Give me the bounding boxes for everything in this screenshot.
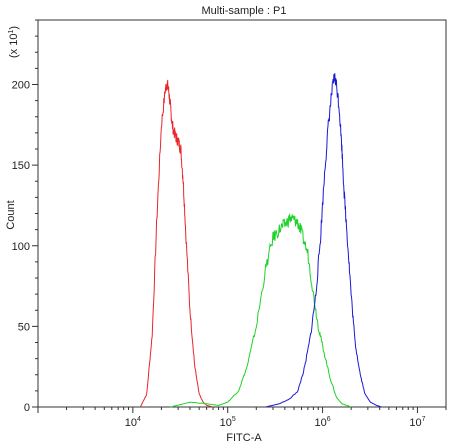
x-tick-label: 104 bbox=[125, 416, 141, 429]
x-tick-label: 106 bbox=[315, 416, 331, 429]
chart-title: Multi-sample : P1 bbox=[202, 5, 287, 17]
series-line-2 bbox=[170, 213, 352, 408]
y-multiplier-text: (x 10 bbox=[8, 34, 20, 58]
series-line-3 bbox=[265, 73, 382, 408]
x-tick-exponent: 5 bbox=[232, 416, 236, 423]
series-layer bbox=[139, 73, 382, 408]
y-multiplier-exponent: 1 bbox=[8, 30, 15, 34]
y-tick-label: 50 bbox=[18, 321, 30, 333]
x-tick-base: 10 bbox=[125, 417, 137, 429]
x-tick-exponent: 7 bbox=[422, 416, 426, 423]
y-multiplier-close: ) bbox=[8, 26, 20, 30]
x-tick-base: 10 bbox=[409, 417, 421, 429]
y-axis-label: Count bbox=[5, 200, 17, 229]
y-multiplier-label: (x 101) bbox=[8, 26, 20, 58]
x-tick-label: 107 bbox=[409, 416, 425, 429]
y-tick-label: 200 bbox=[12, 80, 30, 92]
x-tick-label: 105 bbox=[220, 416, 236, 429]
x-tick-exponent: 4 bbox=[137, 416, 141, 423]
x-tick-base: 10 bbox=[220, 417, 232, 429]
series-line-1 bbox=[139, 79, 214, 408]
y-tick-label: 150 bbox=[12, 160, 30, 172]
y-tick-label: 0 bbox=[24, 402, 30, 414]
x-tick-base: 10 bbox=[315, 417, 327, 429]
x-axis-label: FITC-A bbox=[226, 432, 262, 444]
y-tick-label: 100 bbox=[12, 241, 30, 253]
x-tick-exponent: 6 bbox=[327, 416, 331, 423]
plot-frame bbox=[37, 19, 447, 408]
